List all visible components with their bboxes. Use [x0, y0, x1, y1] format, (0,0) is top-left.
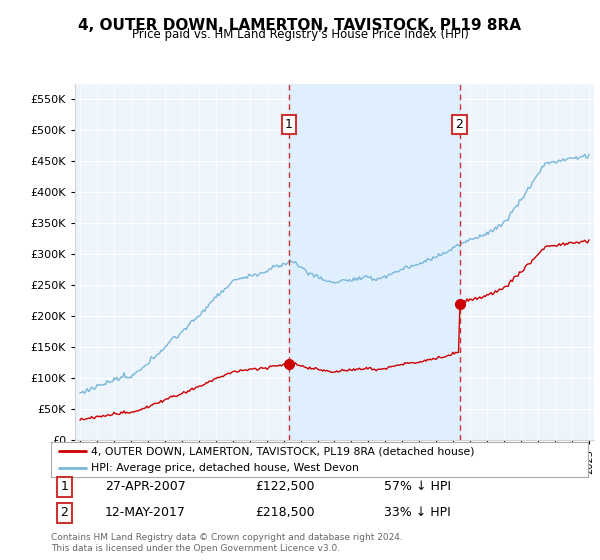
Text: 1: 1: [61, 480, 68, 493]
Text: 27-APR-2007: 27-APR-2007: [105, 480, 185, 493]
Text: Contains HM Land Registry data © Crown copyright and database right 2024.
This d: Contains HM Land Registry data © Crown c…: [51, 533, 403, 553]
Text: 4, OUTER DOWN, LAMERTON, TAVISTOCK, PL19 8RA: 4, OUTER DOWN, LAMERTON, TAVISTOCK, PL19…: [79, 18, 521, 33]
Text: 33% ↓ HPI: 33% ↓ HPI: [384, 506, 451, 519]
Text: 57% ↓ HPI: 57% ↓ HPI: [384, 480, 451, 493]
Text: 4, OUTER DOWN, LAMERTON, TAVISTOCK, PL19 8RA (detached house): 4, OUTER DOWN, LAMERTON, TAVISTOCK, PL19…: [91, 446, 475, 456]
Text: 12-MAY-2017: 12-MAY-2017: [105, 506, 185, 519]
Text: 1: 1: [285, 118, 293, 130]
Bar: [289, 84, 460, 440]
Text: £122,500: £122,500: [255, 480, 314, 493]
Text: Price paid vs. HM Land Registry's House Price Index (HPI): Price paid vs. HM Land Registry's House …: [131, 28, 469, 41]
Text: HPI: Average price, detached house, West Devon: HPI: Average price, detached house, West…: [91, 464, 359, 473]
Text: £218,500: £218,500: [255, 506, 314, 519]
Text: 2: 2: [61, 506, 68, 519]
Text: 2: 2: [455, 118, 463, 130]
